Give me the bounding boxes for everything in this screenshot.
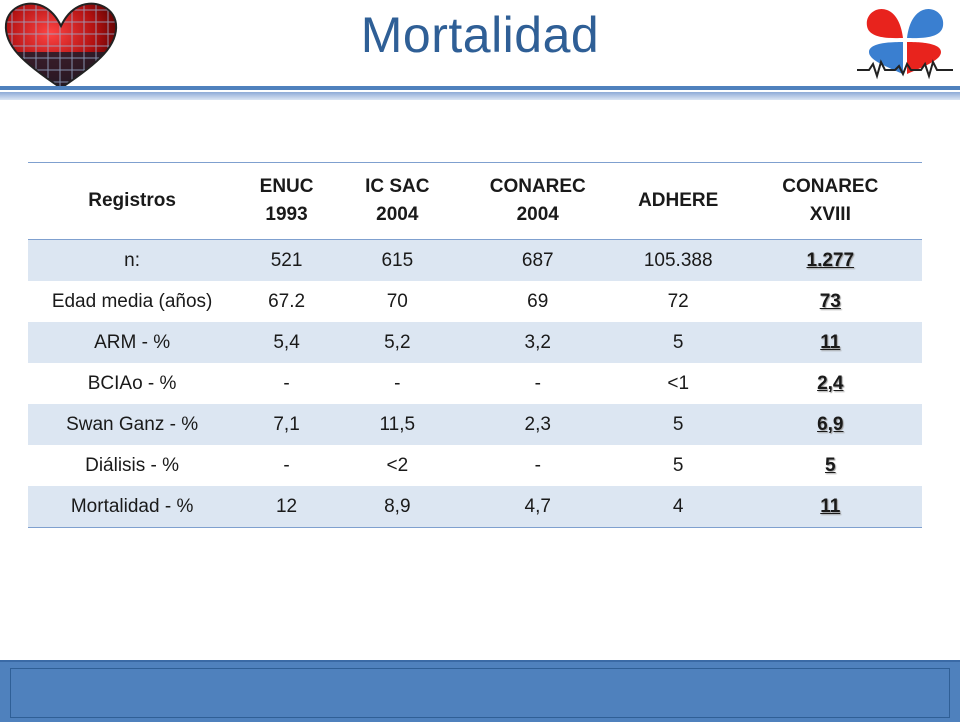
row-label: n:: [28, 239, 237, 281]
cell-conarec-2004: 687: [457, 239, 618, 281]
cell-adhere: 5: [617, 404, 739, 445]
cell-enuc: 5,4: [236, 322, 337, 363]
col-header-conarec-xviii: CONAREC XVIII: [738, 162, 922, 240]
cell-adhere: 105.388: [617, 239, 739, 281]
row-label: ARM - %: [28, 322, 237, 363]
cell-icsac: 70: [386, 290, 408, 312]
cell-conarec-xviii: 1.277: [738, 239, 922, 281]
col-header-conarec-2004: CONAREC 2004: [457, 162, 618, 240]
cell-enuc: 67.2: [268, 290, 306, 312]
cell-enuc: 12: [236, 486, 337, 528]
row-label: Diálisis - %: [85, 454, 180, 476]
table-row: Edad media (años) 67.2 70 69 72 73: [28, 281, 922, 322]
cell-adhere: 5: [672, 454, 684, 476]
cell-conarec-xviii: 11: [738, 486, 922, 528]
row-label: BCIAo - %: [87, 372, 177, 394]
table-row: ARM - % 5,4 5,2 3,2 5 11: [28, 322, 922, 363]
cell-enuc: 7,1: [236, 404, 337, 445]
cell-conarec-2004: 4,7: [457, 486, 618, 528]
cell-conarec-2004: 2,3: [457, 404, 618, 445]
cell-conarec-2004: 3,2: [457, 322, 618, 363]
footer-bar: [0, 660, 960, 722]
cell-icsac: 8,9: [336, 486, 458, 528]
cell-enuc: -: [283, 454, 290, 476]
table-row: Diálisis - % - <2 - 5 5: [28, 445, 922, 486]
cell-enuc: 521: [236, 239, 337, 281]
col-header-registros: Registros: [28, 162, 237, 240]
footer-panel: [10, 668, 950, 718]
cell-conarec-xviii: 6,9: [738, 404, 922, 445]
col-header-icsac: IC SAC 2004: [336, 162, 458, 240]
row-label: Swan Ganz - %: [28, 404, 237, 445]
cell-conarec-2004: 69: [527, 290, 549, 312]
cell-icsac: -: [394, 372, 401, 394]
cell-icsac: 5,2: [336, 322, 458, 363]
table-row: Swan Ganz - % 7,1 11,5 2,3 5 6,9: [28, 404, 922, 445]
row-label: Edad media (años): [51, 290, 213, 312]
col-header-adhere: ADHERE: [617, 162, 739, 240]
col-header-enuc: ENUC 1993: [236, 162, 337, 240]
page-title: Mortalidad: [360, 7, 600, 63]
cell-adhere: 4: [617, 486, 739, 528]
cell-adhere: 5: [617, 322, 739, 363]
heart-ecg-logo: [855, 4, 955, 84]
cell-adhere: 72: [667, 290, 689, 312]
cell-conarec-xviii: 5: [824, 454, 836, 476]
cell-conarec-xviii: 11: [738, 322, 922, 363]
cell-conarec-2004: -: [534, 454, 541, 476]
header-rule-gradient: [0, 92, 960, 100]
cell-icsac: 615: [336, 239, 458, 281]
cell-conarec-xviii: 73: [819, 290, 841, 312]
cell-icsac: 11,5: [336, 404, 458, 445]
heart-grid-logo: [2, 0, 120, 90]
header-rule: [0, 86, 960, 90]
table-header-row: Registros ENUC 1993 IC SAC 2004 CONAREC …: [28, 162, 922, 240]
cell-icsac: <2: [386, 454, 409, 476]
cell-adhere: <1: [667, 372, 690, 394]
table-row: n: 521 615 687 105.388 1.277: [28, 239, 922, 281]
cell-enuc: -: [283, 372, 290, 394]
cell-conarec-xviii: 2,4: [817, 372, 844, 394]
table-row: Mortalidad - % 12 8,9 4,7 4 11: [28, 486, 922, 528]
cell-conarec-2004: -: [534, 372, 541, 394]
table-row: BCIAo - % - - - <1 2,4: [28, 363, 922, 404]
comparison-table: Registros ENUC 1993 IC SAC 2004 CONAREC …: [28, 162, 922, 528]
row-label: Mortalidad - %: [28, 486, 237, 528]
